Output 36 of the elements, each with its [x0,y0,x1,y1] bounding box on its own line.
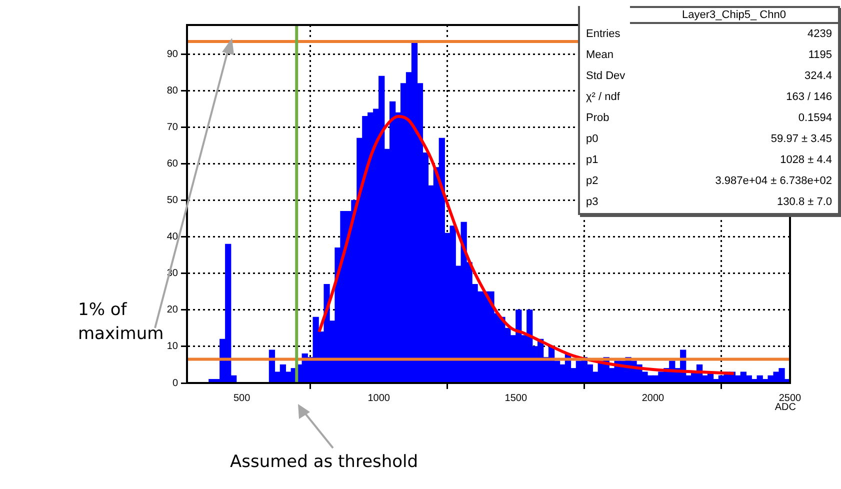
y-tick-label: 50 [166,195,178,206]
y-tick-label: 20 [166,304,178,316]
text: 324.4 [804,69,832,84]
annotation: p0 [586,132,598,147]
y-tick-label: 60 [166,158,178,170]
text: 1195 [808,48,832,63]
text: Assumed as threshold [230,452,418,472]
annotation: Prob [586,111,610,126]
text: 0.1594 [798,111,832,126]
annotation: p3 [586,195,598,210]
annotation: 1028 ± 4.4 [780,153,832,168]
annotation: 130.8 ± 7.0 [777,195,832,210]
y-tick-label: 70 [166,122,178,134]
x-tick-label: 2500 [778,392,802,404]
annotation: p1 [586,153,598,168]
annotation: χ² / ndf [586,90,620,105]
x-tick-label: 1500 [504,392,528,404]
x-tick-label: 1000 [368,392,390,404]
y-tick-label: 80 [166,86,178,97]
annotation: Entries [586,27,620,42]
x-tick-label: 2000 [642,392,665,404]
chart-title: Layer3_Chip5_ Chn0 [630,6,838,24]
text: 1% of maximum [78,299,165,346]
annotation: Std Dev [586,69,626,84]
x-axis-title: ADC [774,402,796,413]
annotation: 59.97 ± 3.45 [770,132,832,147]
x-tick-label: 500 [233,392,251,404]
y-tick-label: 90 [166,48,178,60]
annotation: 3.987e+04 ± 6.738e+02 [715,174,832,189]
annotation: 163 / 146 [786,90,832,105]
text: 4239 [808,27,832,42]
y-tick-label: 40 [166,232,178,243]
annotation: Mean [586,48,614,63]
y-tick-label: 0 [172,378,178,389]
annotation: p2 [586,174,598,189]
y-tick-label: 10 [166,341,178,352]
